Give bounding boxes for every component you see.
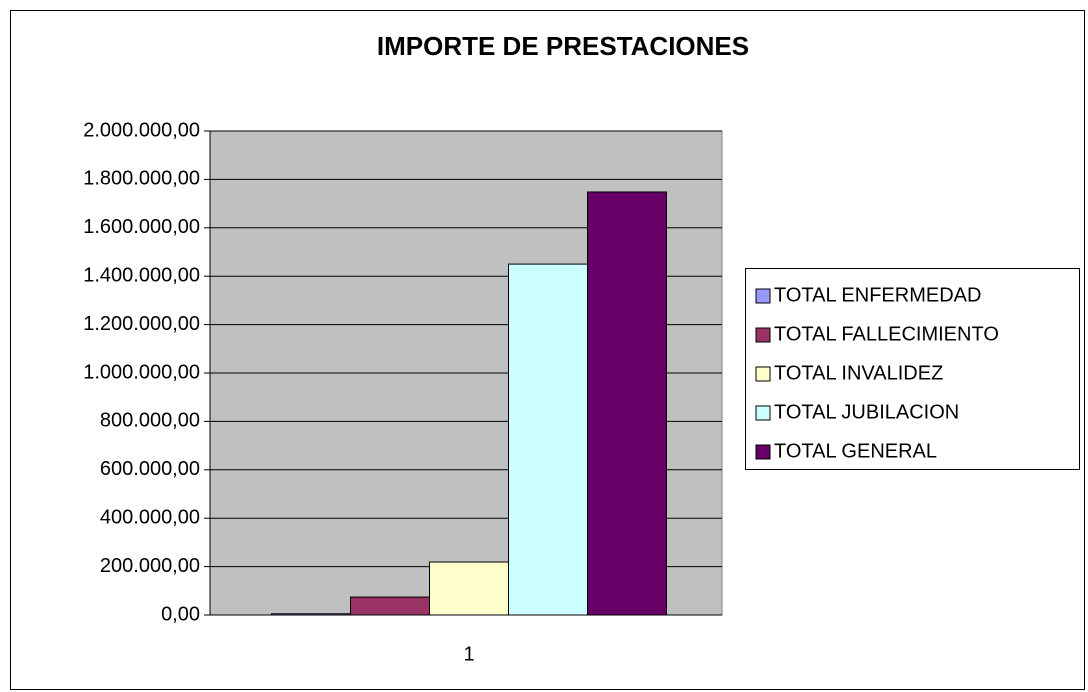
y-tick-label: 600.000,00 <box>100 458 200 480</box>
y-tick-label: 800.000,00 <box>100 410 200 432</box>
legend-label: TOTAL JUBILACION <box>774 401 959 423</box>
legend-swatch <box>755 444 771 460</box>
legend-label: TOTAL GENERAL <box>774 440 937 462</box>
y-tick-label: 1.600.000,00 <box>83 216 200 238</box>
legend-label: TOTAL INVALIDEZ <box>774 362 943 384</box>
y-tick-label: 2.000.000,00 <box>83 119 200 141</box>
y-tick-label: 1.400.000,00 <box>83 264 200 286</box>
y-tick-label: 1.200.000,00 <box>83 313 200 335</box>
y-tick-label: 200.000,00 <box>100 555 200 577</box>
legend-swatch <box>755 288 771 304</box>
bar <box>587 191 667 616</box>
legend-swatch <box>755 366 771 382</box>
legend <box>745 268 1080 470</box>
x-tick-label: 1 <box>463 643 474 665</box>
legend-label: TOTAL ENFERMEDAD <box>774 284 981 306</box>
y-tick-label: 400.000,00 <box>100 506 200 528</box>
legend-swatch <box>755 405 771 421</box>
bar <box>271 613 351 616</box>
y-tick-label: 0,00 <box>161 603 200 625</box>
bar <box>350 596 430 616</box>
y-tick-label: 1.000.000,00 <box>83 361 200 383</box>
y-tick-label: 1.800.000,00 <box>83 168 200 190</box>
chart-title: IMPORTE DE PRESTACIONES <box>377 31 749 61</box>
bar <box>508 263 588 616</box>
legend-swatch <box>755 327 771 343</box>
legend-label: TOTAL FALLECIMIENTO <box>774 323 999 345</box>
bar <box>429 561 509 616</box>
